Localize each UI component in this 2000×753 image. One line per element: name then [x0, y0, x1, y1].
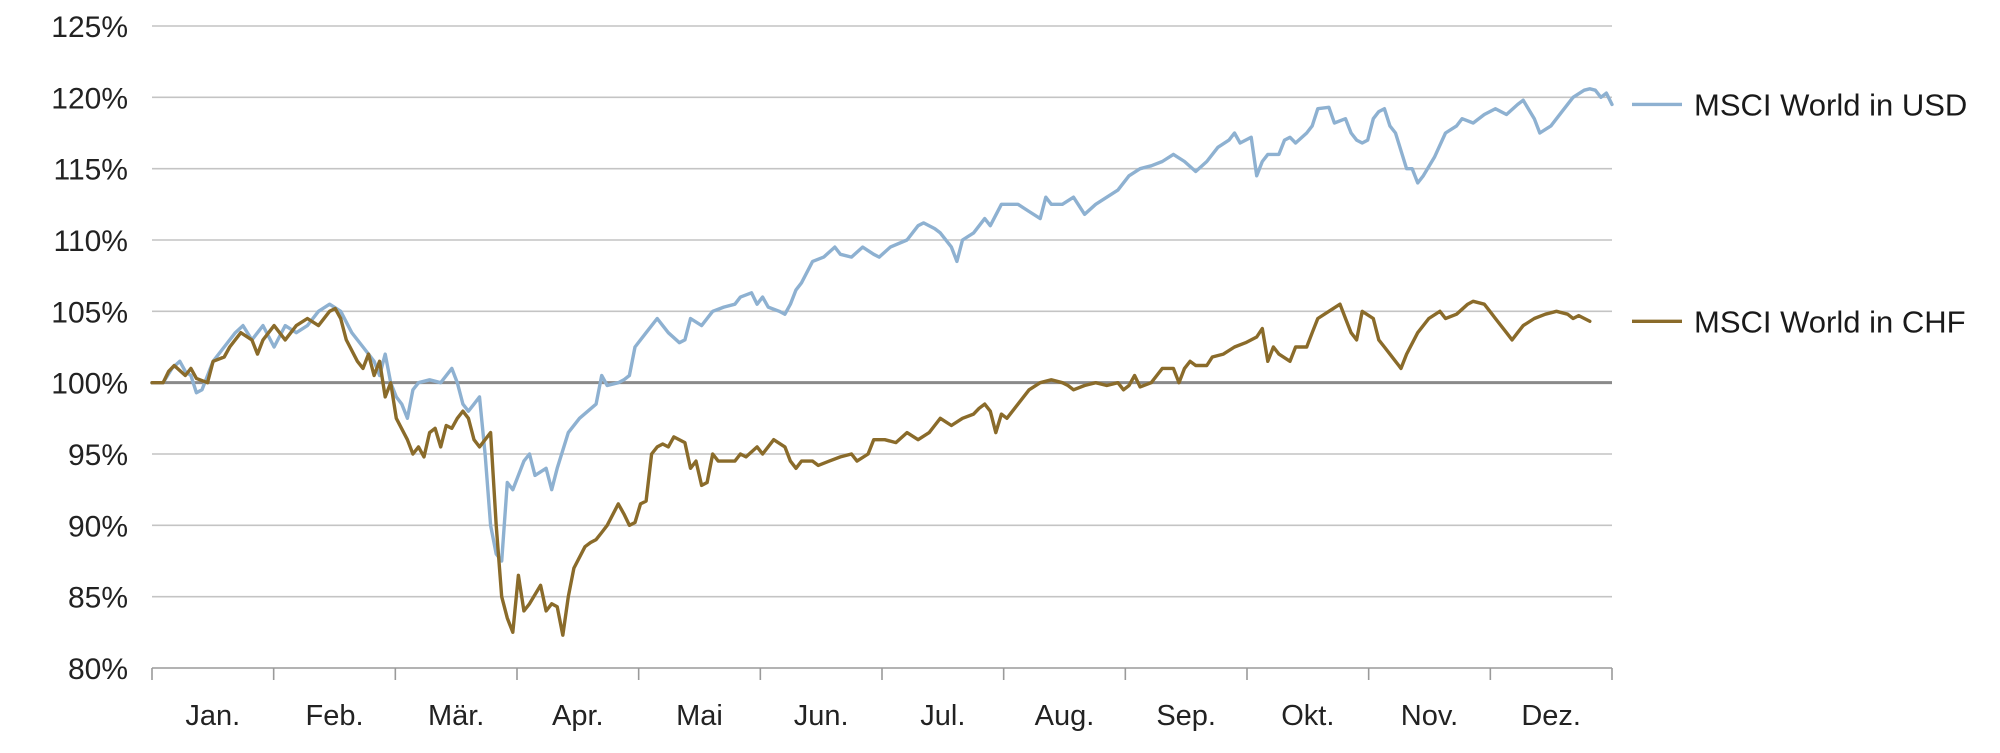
x-tick-label: Jun. [794, 700, 849, 732]
y-tick-label: 85% [68, 582, 128, 615]
grid-lines [152, 25, 1612, 598]
series-lines [150, 87, 1614, 637]
y-tick-label: 95% [68, 439, 128, 472]
x-tick-label: Mär. [428, 700, 484, 732]
y-tick-label: 100% [51, 368, 128, 401]
y-tick-label: 115% [53, 154, 128, 187]
y-tick-label: 110% [53, 225, 128, 258]
x-tick-label: Jan. [185, 700, 240, 732]
y-tick-label: 80% [68, 653, 128, 686]
x-tick-label: Nov. [1401, 700, 1458, 732]
legend: MSCI World in USD MSCI World in CHF [1632, 87, 1967, 339]
series-line-chf [150, 299, 1592, 637]
series-line-usd [150, 87, 1614, 563]
y-tick-label: 120% [51, 82, 128, 115]
y-tick-label: 125% [51, 11, 128, 44]
y-tick-label: 90% [68, 510, 128, 543]
x-tick-label: Okt. [1281, 700, 1334, 732]
legend-label: MSCI World in USD [1694, 87, 1967, 122]
x-tick-label: Jul. [920, 700, 965, 732]
x-tick-label: Sep. [1156, 700, 1216, 732]
y-tick-label: 105% [51, 296, 128, 329]
x-tick-label: Feb. [305, 700, 363, 732]
x-tick-label: Dez. [1521, 700, 1581, 732]
x-tick-label: Aug. [1035, 700, 1095, 732]
legend-label: MSCI World in CHF [1694, 304, 1966, 339]
y-axis-ticks: 125% 120% 115% 110% 105% 100% 95% 90% 85% 80% [51, 11, 128, 686]
x-axis: Jan. Feb. Mär. Apr. Mai Jun. Jul. Aug. Sep. Okt. N… [151, 667, 1613, 732]
x-tick-label: Mai [676, 700, 723, 732]
x-tick-label: Apr. [552, 700, 604, 732]
